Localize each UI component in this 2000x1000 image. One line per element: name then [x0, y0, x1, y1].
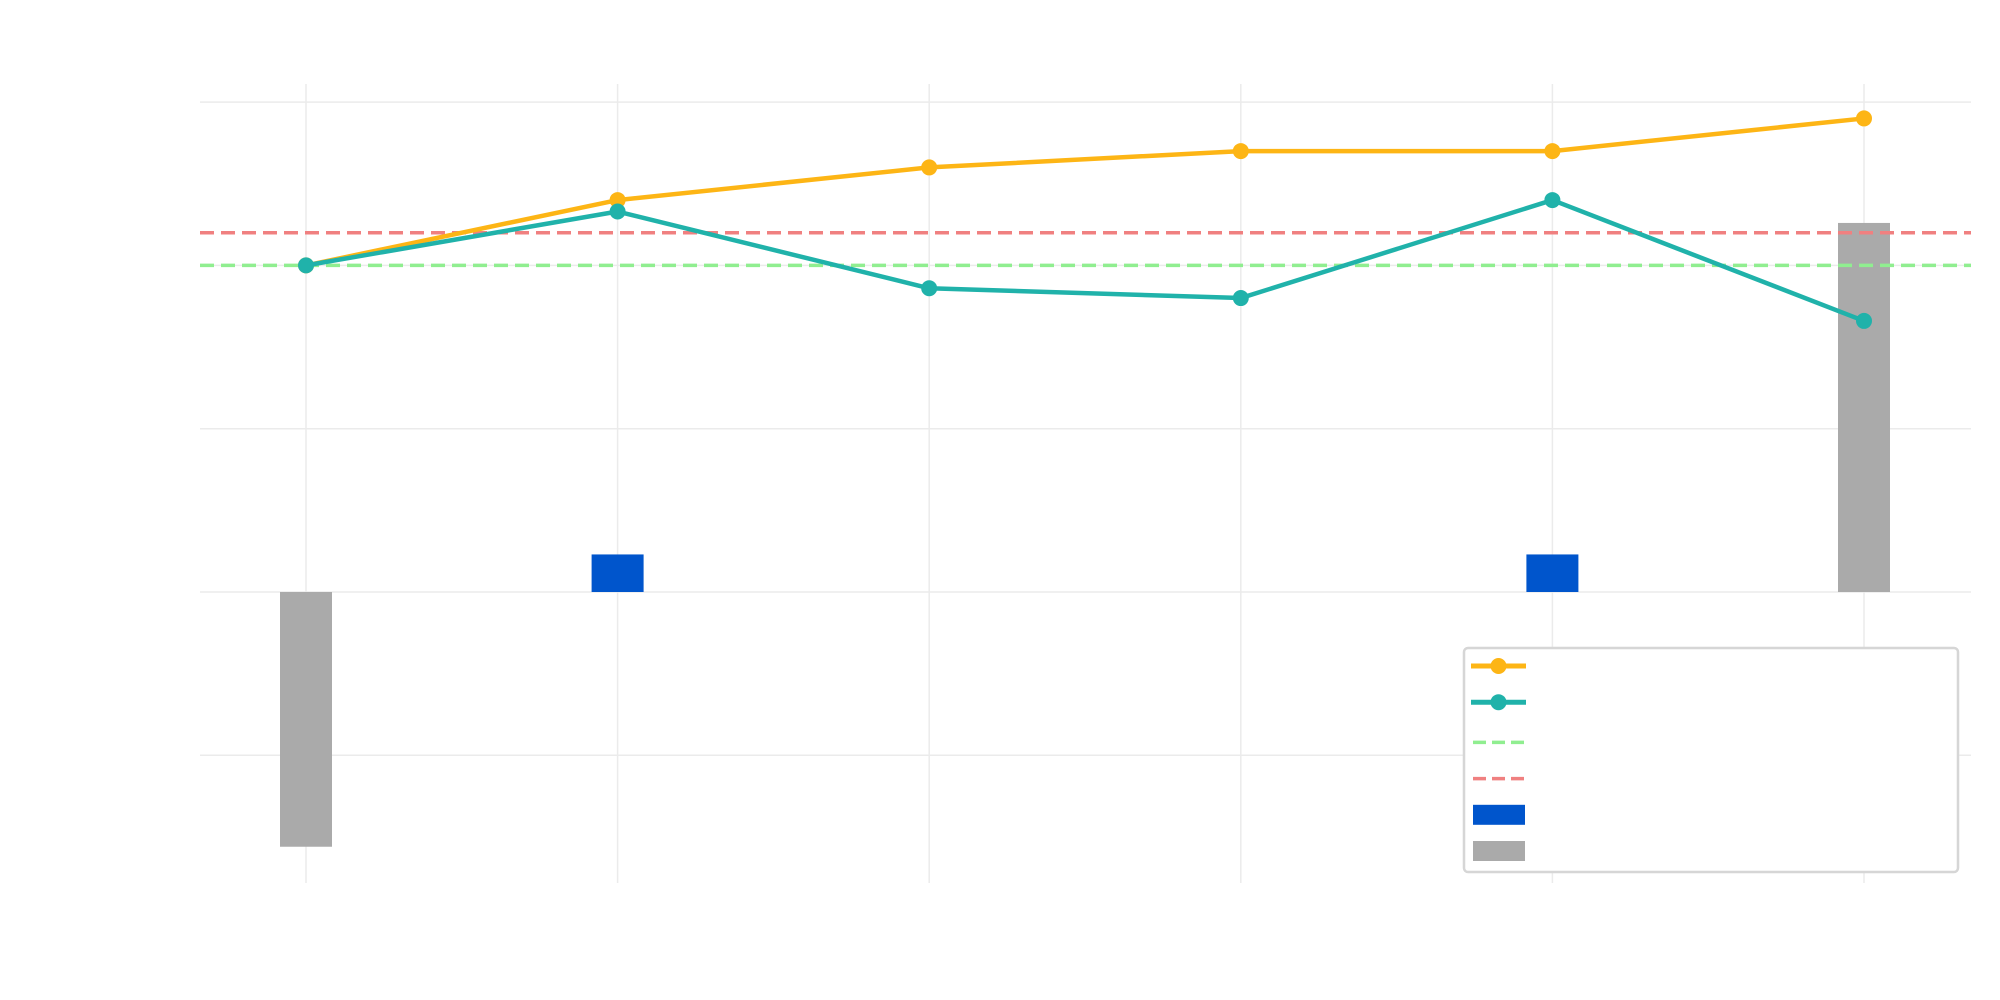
data-point [298, 257, 314, 274]
data-point [609, 203, 626, 220]
bar [1838, 222, 1890, 592]
legend-frame [1462, 646, 1960, 874]
data-point [1544, 143, 1561, 160]
bar [591, 554, 644, 592]
legend-marker [1490, 694, 1507, 711]
bar [1526, 554, 1579, 592]
series-lines [298, 110, 1872, 329]
data-point [1856, 110, 1872, 127]
data-point [1856, 312, 1872, 329]
legend-bar-swatch [1473, 804, 1525, 825]
data-point [1232, 290, 1249, 307]
data-point [921, 159, 938, 176]
data-point [1232, 143, 1249, 160]
bar [280, 592, 332, 847]
series-line [305, 197, 1865, 324]
legend-bar-swatch [1473, 841, 1525, 861]
series-line [305, 116, 1865, 268]
legend [1462, 646, 1960, 874]
data-point [1544, 192, 1561, 209]
data-point [921, 280, 938, 297]
bars [280, 222, 1890, 847]
data-point [609, 192, 626, 209]
legend-marker [1490, 658, 1507, 674]
